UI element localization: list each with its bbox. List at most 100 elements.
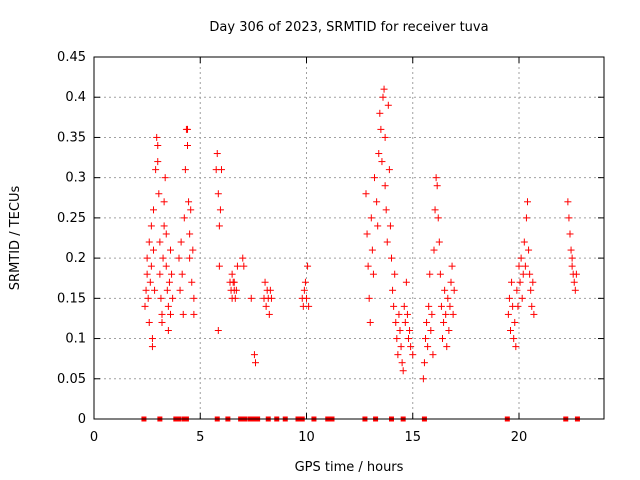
data-point [398,359,406,367]
data-point [175,254,183,262]
data-point [151,286,159,294]
data-point [184,125,191,133]
data-point [443,343,451,351]
data-point [511,318,519,326]
data-point [447,278,455,286]
data-point [301,278,309,286]
data-point [440,318,448,326]
data-point [247,294,255,302]
data-point [528,302,536,310]
data-point [527,286,535,294]
data-point [252,359,259,367]
data-point [505,294,513,302]
data-point [304,262,312,270]
grid [94,57,604,419]
x-tick-label: 20 [511,430,528,445]
data-point [155,190,163,198]
data-point [568,254,576,262]
x-tick-label: 0 [90,430,98,445]
data-point [514,302,522,310]
data-point [162,230,170,238]
y-axis-label: SRMTID / TECUs [8,186,23,291]
data-point [388,254,395,262]
data-point [265,310,273,318]
data-point [504,310,512,318]
data-point [303,294,310,302]
data-point [189,246,197,254]
data-point [396,327,404,335]
data-point [436,270,444,278]
data-point [190,294,198,302]
y-tick-label: 0.1 [65,332,86,347]
data-point [216,206,224,214]
data-point [158,310,166,318]
data-point [564,198,572,206]
data-point [384,101,392,109]
data-point [152,166,160,174]
data-point [433,182,441,190]
data-point [432,174,440,182]
data-point [390,302,398,310]
data-point [146,278,154,286]
x-tick-label: 10 [298,430,315,445]
data-point [267,294,275,302]
data-point [156,238,164,246]
data-point [406,327,414,335]
data-point [168,270,176,278]
data-point [188,278,196,286]
data-point [369,270,377,278]
data-point [143,254,151,262]
y-tick-label: 0.3 [65,171,86,186]
data-point [525,246,533,254]
data-point [157,294,165,302]
data-point [382,206,390,214]
data-point [445,327,453,335]
data-point [446,302,454,310]
data-point [179,310,187,318]
y-tick-label: 0.05 [57,372,86,387]
data-point [231,294,239,302]
data-point [402,278,410,286]
data-point [439,335,446,343]
data-point [156,270,164,278]
data-point [190,310,198,318]
data-point [419,375,427,383]
data-point [167,310,174,318]
data-point [176,286,184,294]
data-point [213,150,221,158]
data-point [266,286,274,294]
data-point [567,246,575,254]
data-point [401,318,409,326]
data-point [513,286,521,294]
data-point [145,238,153,246]
data-point [374,222,382,230]
data-point [400,302,408,310]
data-point [426,270,434,278]
data-point [262,302,270,310]
data-point [508,278,516,286]
data-point [180,214,188,222]
y-tick-label: 0.2 [65,251,86,266]
data-point [383,238,391,246]
data-point [178,270,186,278]
data-point [187,206,195,214]
data-point [407,343,415,351]
data-point [169,294,177,302]
data-point [521,262,529,270]
chart-title: Day 306 of 2023, SRMTID for receiver tuv… [209,20,488,35]
data-point [167,246,174,254]
data-point [147,262,155,270]
data-point [380,85,388,93]
data-point [368,246,376,254]
data-point [239,254,247,262]
data-point [442,310,450,318]
data-point [218,166,225,174]
data-point [184,141,191,149]
data-point [162,262,170,270]
data-point [392,318,400,326]
data-point [507,327,514,335]
data-point [420,359,428,367]
data-point [186,254,194,262]
data-point [566,230,574,238]
